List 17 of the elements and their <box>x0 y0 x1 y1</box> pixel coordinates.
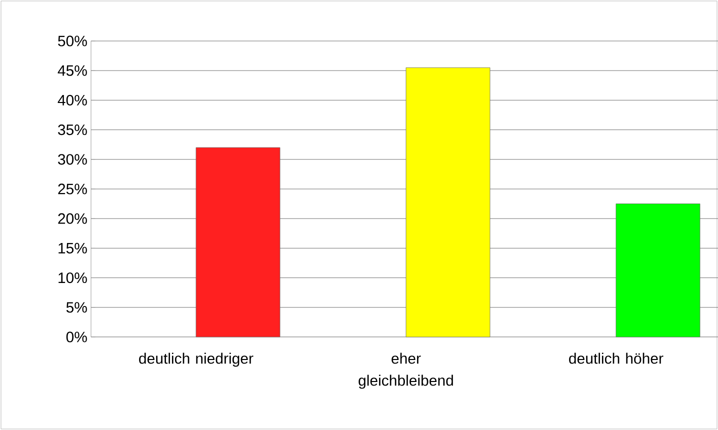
bar <box>196 147 280 338</box>
x-tick-label: deutlich niedriger <box>139 352 254 367</box>
y-tick-label: 0% <box>66 332 87 342</box>
y-tick-label: 40% <box>58 94 87 106</box>
y-tick-label: 5% <box>66 302 87 313</box>
y-tick-label: 15% <box>58 242 87 254</box>
y-tick-label: 10% <box>58 272 87 284</box>
y-tick-label: 45% <box>58 65 87 76</box>
y-tick-label: 50% <box>58 36 87 46</box>
y-tick-label: 35% <box>58 124 87 136</box>
x-tick-label: deutlich höher <box>569 352 664 364</box>
x-tick-label: eher gleichbleibend <box>358 352 453 389</box>
bar <box>616 204 700 338</box>
y-tick-label: 25% <box>58 184 87 194</box>
y-tick-label: 30% <box>58 154 87 165</box>
bar <box>406 67 490 338</box>
y-tick-label: 20% <box>58 213 87 224</box>
